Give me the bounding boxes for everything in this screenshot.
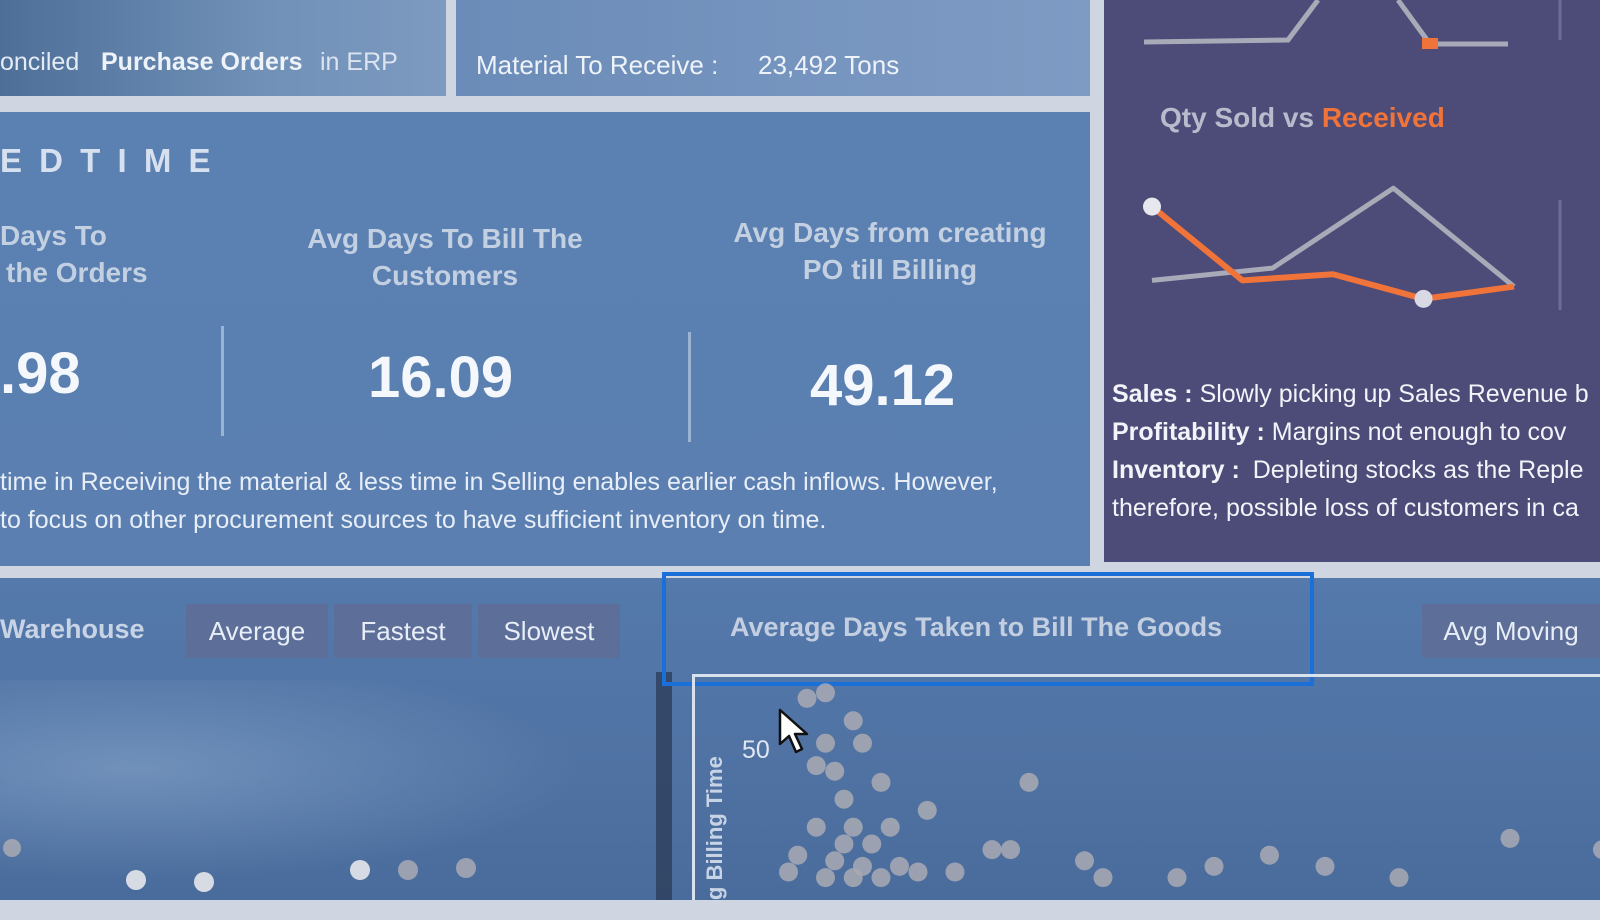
scatter-point xyxy=(1019,772,1039,792)
warehouse-point xyxy=(194,872,214,892)
note-line-1: time in Receiving the material & less ti… xyxy=(0,468,998,496)
metric-1-value: .98 xyxy=(0,341,81,406)
inventory-insight: Inventory : Depleting stocks as the Repl… xyxy=(1112,456,1584,484)
billing-chart-title: Average Days Taken to Bill The Goods xyxy=(730,612,1223,642)
inventory-insight-line-2: therefore, possible loss of customers in… xyxy=(1112,494,1579,522)
scatter-point xyxy=(834,789,854,809)
metric-1-label: Days To the Orders xyxy=(0,220,148,288)
sparkline-top-line xyxy=(1143,0,1320,45)
insights-panel: Qty Sold vs Received Sales : Slowly pick… xyxy=(1104,0,1600,562)
warehouse-point xyxy=(3,839,21,857)
warehouse-point xyxy=(126,870,146,890)
scatter-point xyxy=(834,834,854,854)
scatter-point xyxy=(825,761,845,781)
mouse-cursor-icon xyxy=(778,708,809,754)
scatter-point xyxy=(1001,840,1020,860)
slicer-slowest-button[interactable]: Slowest xyxy=(478,604,620,658)
profitability-insight: Profitability : Margins not enough to co… xyxy=(1112,418,1567,446)
received-marker-min xyxy=(1414,289,1433,308)
sparkline-top-marker xyxy=(1422,38,1438,49)
scatter-point xyxy=(788,845,808,865)
title-selection-highlight xyxy=(662,572,1314,686)
scatter-point xyxy=(806,817,826,837)
scatter-point xyxy=(871,772,891,792)
scatter-point xyxy=(871,868,891,888)
sparkline-top-line xyxy=(1395,0,1508,47)
lead-time-section: E D T I M E Days To the Orders .98 Avg D… xyxy=(0,112,1090,566)
material-label: Material To Receive : xyxy=(476,50,719,80)
bottom-shade xyxy=(0,680,660,900)
reconciled-bold: Purchase Orders xyxy=(101,48,303,76)
reconciled-po-card: onciled Purchase Orders in ERP xyxy=(0,0,446,96)
received-marker-start xyxy=(1143,197,1161,216)
material-value: 23,492 Tons xyxy=(758,50,900,80)
metric-2-value: 16.09 xyxy=(368,345,514,410)
sparkline-top xyxy=(1143,0,1562,49)
scatter-point xyxy=(853,733,872,753)
scatter-point xyxy=(982,840,1002,860)
scatter-point xyxy=(816,683,835,703)
metric-divider xyxy=(688,332,691,442)
warehouse-point xyxy=(398,860,418,880)
scatter-point xyxy=(1500,828,1520,848)
qty-sold-chart-title: Qty Sold vs Received xyxy=(1160,102,1445,133)
metric-3-label: Avg Days from creating PO till Billing xyxy=(733,217,1047,285)
warehouse-label: Warehouse xyxy=(0,614,145,644)
metric-3-value: 49.12 xyxy=(810,353,956,418)
note-line-2: to focus on other procurement sources to… xyxy=(0,506,827,534)
scatter-point xyxy=(1315,856,1335,876)
scatter-point xyxy=(862,834,882,854)
scatter-point xyxy=(797,688,817,708)
series-line-qty-sold xyxy=(1151,185,1516,289)
reconciled-suffix: in ERP xyxy=(320,48,398,76)
scatter-point xyxy=(843,868,863,888)
billing-scatter-plot xyxy=(779,683,1600,888)
scatter-point xyxy=(1204,856,1224,876)
scatter-point xyxy=(816,733,835,753)
slicer-fastest-button[interactable]: Fastest xyxy=(334,604,472,658)
scatter-frame-left xyxy=(692,674,695,900)
scatter-point xyxy=(779,862,798,882)
metric-divider xyxy=(221,326,224,436)
warehouse-scatter xyxy=(3,839,476,892)
scatter-frame-top xyxy=(692,674,1600,677)
scatter-point xyxy=(1260,845,1279,865)
bottom-divider xyxy=(656,672,672,900)
scatter-point xyxy=(1167,868,1187,888)
scatter-point xyxy=(843,817,863,837)
section-title: E D T I M E xyxy=(0,142,215,179)
sales-insight: Sales : Slowly picking up Sales Revenue … xyxy=(1112,380,1589,408)
scatter-point xyxy=(917,800,937,820)
slicer-average-button[interactable]: Average xyxy=(186,604,328,658)
scatter-point xyxy=(945,862,965,882)
warehouse-point xyxy=(456,858,476,878)
warehouse-point xyxy=(350,860,370,880)
scatter-point xyxy=(1075,851,1094,871)
scatter-point xyxy=(816,868,835,888)
scatter-point xyxy=(1093,868,1113,888)
material-to-receive-card: Material To Receive : 23,492 Tons xyxy=(456,0,1090,96)
scatter-point xyxy=(1593,840,1600,859)
scatter-point xyxy=(806,756,826,776)
reconciled-prefix: onciled xyxy=(0,48,80,76)
scatter-point xyxy=(890,856,909,876)
y-tick-50: 50 xyxy=(742,736,770,764)
metric-2-label: Avg Days To Bill The Customers xyxy=(307,223,583,291)
series-line-received xyxy=(1150,204,1515,302)
scatter-point xyxy=(880,817,900,837)
scatter-point xyxy=(825,851,845,871)
scatter-point xyxy=(1389,868,1409,888)
qty-sold-chart xyxy=(1143,185,1562,310)
scatter-point xyxy=(908,862,928,882)
avg-moving-button[interactable]: Avg Moving xyxy=(1422,604,1600,658)
scatter-point xyxy=(843,711,863,731)
